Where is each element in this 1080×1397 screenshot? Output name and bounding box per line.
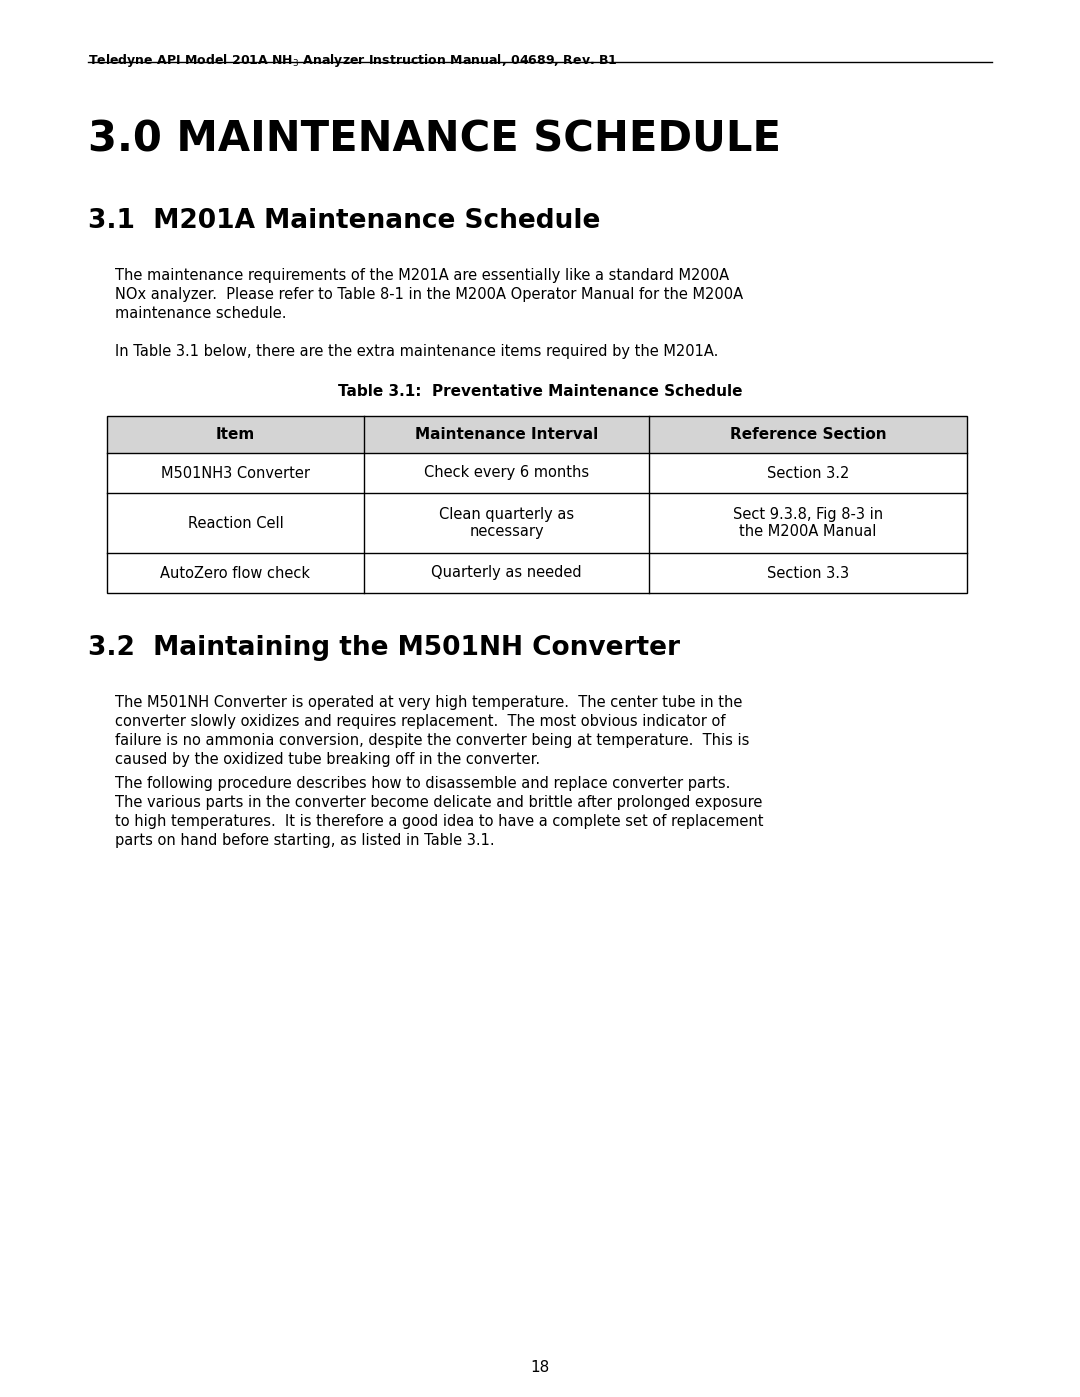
Text: The following procedure describes how to disassemble and replace converter parts: The following procedure describes how to… <box>114 775 730 791</box>
Text: Check every 6 months: Check every 6 months <box>424 465 589 481</box>
Text: 18: 18 <box>530 1361 550 1375</box>
Text: NOx analyzer.  Please refer to Table 8-1 in the M200A Operator Manual for the M2: NOx analyzer. Please refer to Table 8-1 … <box>114 286 743 302</box>
Text: maintenance schedule.: maintenance schedule. <box>114 306 286 321</box>
Text: Clean quarterly as: Clean quarterly as <box>438 507 575 522</box>
Text: converter slowly oxidizes and requires replacement.  The most obvious indicator : converter slowly oxidizes and requires r… <box>114 714 726 729</box>
Text: parts on hand before starting, as listed in Table 3.1.: parts on hand before starting, as listed… <box>114 833 495 848</box>
Text: 3.1  M201A Maintenance Schedule: 3.1 M201A Maintenance Schedule <box>87 208 600 235</box>
Text: failure is no ammonia conversion, despite the converter being at temperature.  T: failure is no ammonia conversion, despit… <box>114 733 750 747</box>
Text: Reference Section: Reference Section <box>730 427 887 441</box>
Text: caused by the oxidized tube breaking off in the converter.: caused by the oxidized tube breaking off… <box>114 752 540 767</box>
Text: The maintenance requirements of the M201A are essentially like a standard M200A: The maintenance requirements of the M201… <box>114 268 729 284</box>
Text: AutoZero flow check: AutoZero flow check <box>161 566 311 581</box>
Text: the M200A Manual: the M200A Manual <box>740 524 877 539</box>
Text: 3.0 MAINTENANCE SCHEDULE: 3.0 MAINTENANCE SCHEDULE <box>87 117 781 161</box>
Text: Reaction Cell: Reaction Cell <box>188 515 283 531</box>
Text: Quarterly as needed: Quarterly as needed <box>431 566 582 581</box>
Text: The various parts in the converter become delicate and brittle after prolonged e: The various parts in the converter becom… <box>114 795 762 810</box>
Text: The M501NH Converter is operated at very high temperature.  The center tube in t: The M501NH Converter is operated at very… <box>114 694 742 710</box>
Text: M501NH3 Converter: M501NH3 Converter <box>161 465 310 481</box>
Text: Section 3.2: Section 3.2 <box>767 465 849 481</box>
Text: Sect 9.3.8, Fig 8-3 in: Sect 9.3.8, Fig 8-3 in <box>733 507 883 522</box>
Text: Section 3.3: Section 3.3 <box>767 566 849 581</box>
Text: In Table 3.1 below, there are the extra maintenance items required by the M201A.: In Table 3.1 below, there are the extra … <box>114 344 718 359</box>
Text: Table 3.1:  Preventative Maintenance Schedule: Table 3.1: Preventative Maintenance Sche… <box>338 384 742 400</box>
Text: to high temperatures.  It is therefore a good idea to have a complete set of rep: to high temperatures. It is therefore a … <box>114 814 764 828</box>
Bar <box>107 416 967 453</box>
Text: necessary: necessary <box>469 524 544 539</box>
Text: Item: Item <box>216 427 255 441</box>
Bar <box>107 416 967 592</box>
Text: 3.2  Maintaining the M501NH Converter: 3.2 Maintaining the M501NH Converter <box>87 636 680 661</box>
Text: Teledyne API Model 201A NH$_3$ Analyzer Instruction Manual, 04689, Rev. B1: Teledyne API Model 201A NH$_3$ Analyzer … <box>87 52 618 68</box>
Text: Maintenance Interval: Maintenance Interval <box>415 427 598 441</box>
